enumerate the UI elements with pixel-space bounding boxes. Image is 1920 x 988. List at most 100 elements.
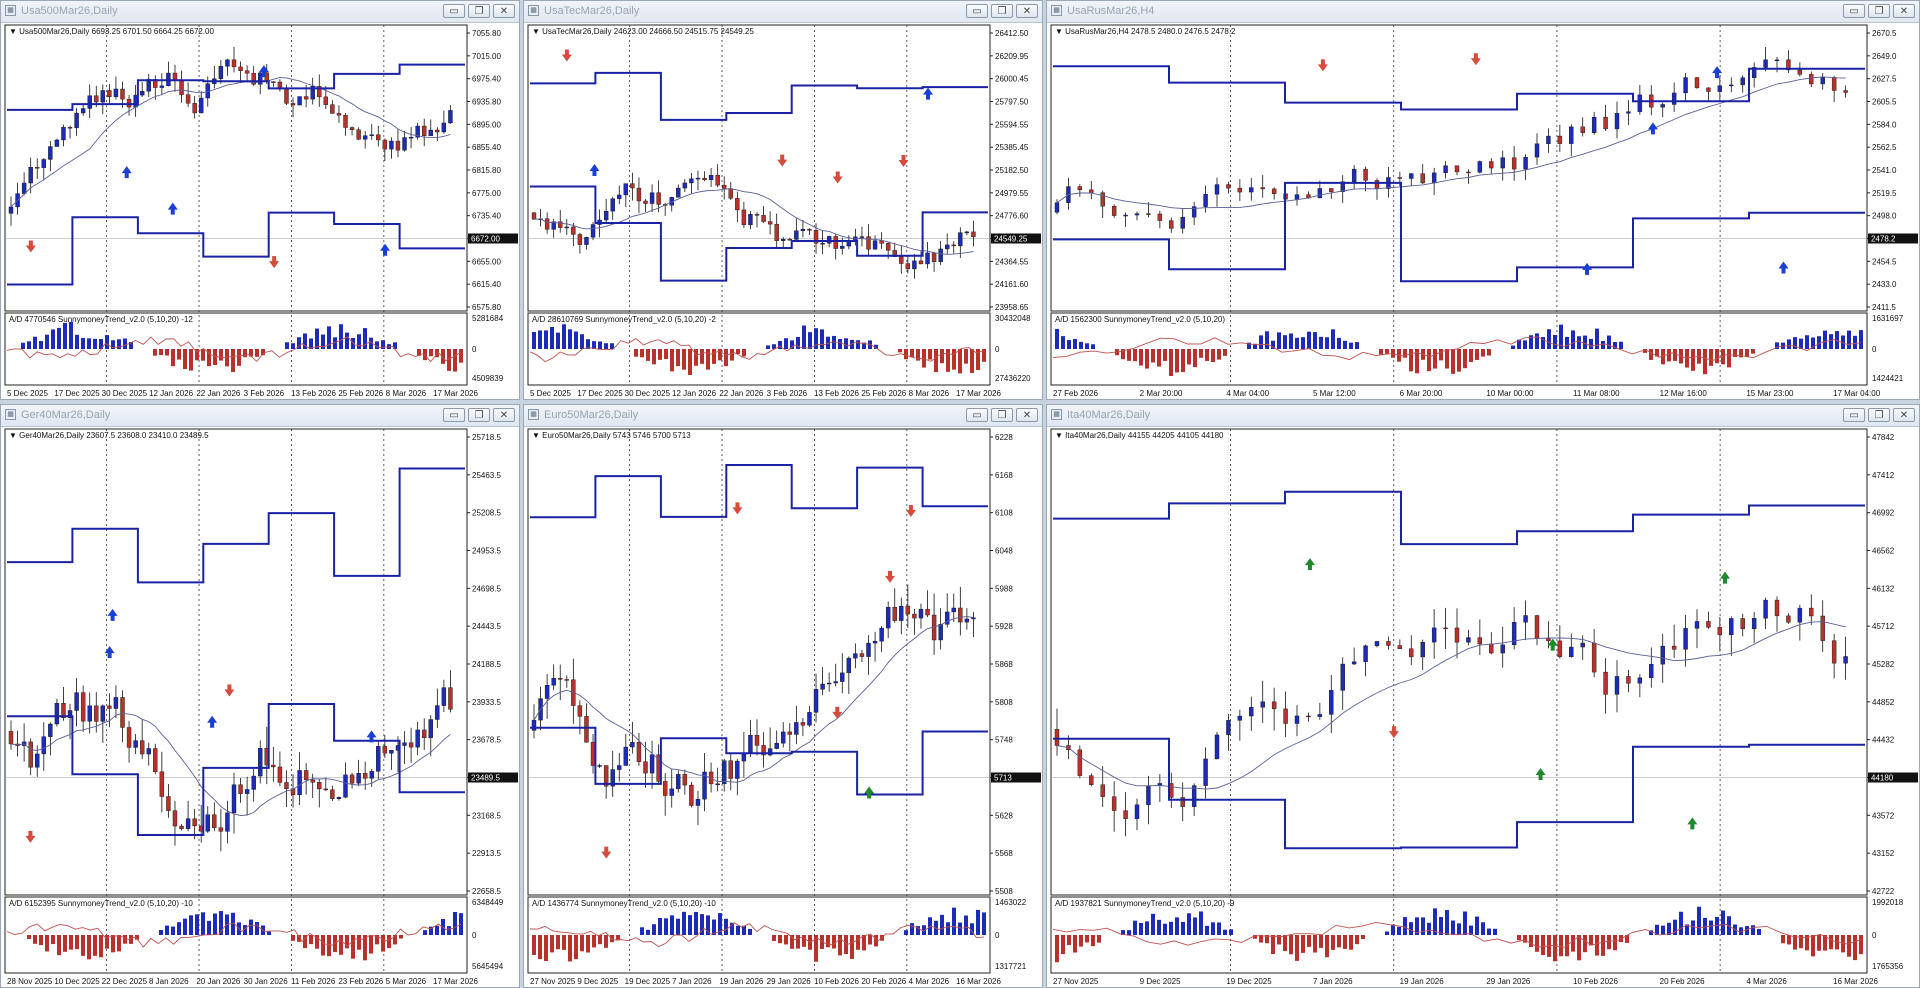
histogram-bar-down <box>688 349 692 376</box>
minimize-button[interactable]: ▭ <box>443 4 465 18</box>
histogram-bar-down <box>1799 935 1803 949</box>
histogram-bar-down <box>1517 935 1521 941</box>
chart-canvas[interactable]: 25718.5 25463.5 25208.5 24953.5 24698.5 24443… <box>1 427 519 987</box>
close-button[interactable]: ✕ <box>1893 408 1915 422</box>
window-titlebar[interactable]: ▦ Ger40Mar26,Daily ▭ ❐ ✕ <box>1 405 519 427</box>
candle-body <box>395 140 401 151</box>
indicator-label: 0 <box>1872 345 1877 354</box>
restore-button[interactable]: ❐ <box>991 408 1013 422</box>
chart-canvas[interactable]: 26412.50 26209.95 26000.45 25797.50 25594.55… <box>524 23 1042 399</box>
ad-line <box>6 922 462 948</box>
candle-body <box>748 735 753 754</box>
histogram-bar-up <box>1085 343 1089 349</box>
chart-window-ita40[interactable]: ▦ Ita40Mar26,Daily ▭ ❐ ✕ 47842 47412 46992 46… <box>1046 404 1920 988</box>
price-label: 44852 <box>1872 698 1895 707</box>
candle-body <box>1306 715 1311 718</box>
restore-button[interactable]: ❐ <box>1868 4 1890 18</box>
candle-body <box>67 126 73 129</box>
histogram-bar-down <box>255 349 259 357</box>
candle-body <box>1100 192 1105 207</box>
candle-body <box>67 710 73 718</box>
restore-button[interactable]: ❐ <box>1868 408 1890 422</box>
candle-body <box>1134 804 1140 819</box>
window-titlebar[interactable]: ▦ UsaRusMar26,H4 ▭ ❐ ✕ <box>1047 1 1919 23</box>
candle-body <box>1557 640 1563 657</box>
histogram-bar-up <box>1193 917 1197 935</box>
histogram-bar-up <box>213 913 217 935</box>
histogram-bar-down <box>1691 349 1695 371</box>
histogram-bar-down <box>838 935 842 956</box>
candle-body <box>179 80 184 95</box>
upper-channel-line <box>7 467 465 584</box>
candle-body <box>1157 213 1163 221</box>
chart-window-usatec[interactable]: ▦ UsaTecMar26,Daily ▭ ❐ ✕ 26412.50 26209.95… <box>523 0 1043 400</box>
candle-body <box>1226 184 1231 189</box>
candle-body <box>231 784 237 814</box>
close-button[interactable]: ✕ <box>493 408 515 422</box>
main-pane-border <box>1050 24 1868 312</box>
candle-body <box>630 183 635 189</box>
indicator-label: 6348449 <box>472 898 504 907</box>
window-titlebar[interactable]: ▦ UsaTecMar26,Daily ▭ ❐ ✕ <box>524 1 1042 23</box>
candle-body <box>1671 645 1677 650</box>
histogram-bar-up <box>99 339 103 349</box>
candle-body <box>1774 59 1780 61</box>
chart-canvas[interactable]: 6228 6168 6108 6048 5988 5928 5868 5808 5748 5713… <box>524 427 1042 987</box>
close-button[interactable]: ✕ <box>1016 4 1038 18</box>
candle-body <box>1740 618 1745 630</box>
histogram-bar-up <box>1589 338 1593 349</box>
window-titlebar[interactable]: ▦ Euro50Mar26,Daily ▭ ❐ ✕ <box>524 405 1042 427</box>
restore-button[interactable]: ❐ <box>468 408 490 422</box>
current-price-label: 23489.5 <box>471 774 500 783</box>
histogram-bar-up <box>1325 337 1329 349</box>
candle-body <box>1786 615 1791 623</box>
histogram-bar-down <box>1583 935 1587 953</box>
chart-window-usarus[interactable]: ▦ UsaRusMar26,H4 ▭ ❐ ✕ 2670.5 2649.0 2627.5 2… <box>1046 0 1920 400</box>
close-button[interactable]: ✕ <box>493 4 515 18</box>
price-label: 7015.00 <box>472 52 501 61</box>
candle-body <box>564 226 569 229</box>
minimize-button[interactable]: ▭ <box>1843 4 1865 18</box>
candle-body <box>54 139 60 147</box>
histogram-bar-up <box>111 340 115 349</box>
close-button[interactable]: ✕ <box>1016 408 1038 422</box>
candle-body <box>833 236 838 249</box>
histogram-bar-up <box>1757 928 1761 935</box>
candle-body <box>951 244 956 247</box>
histogram-bar-up <box>1295 337 1299 349</box>
chart-window-euro50[interactable]: ▦ Euro50Mar26,Daily ▭ ❐ ✕ 6228 6168 6108 6048… <box>523 404 1043 988</box>
window-titlebar[interactable]: ▦ Usa500Mar26,Daily ▭ ❐ ✕ <box>1 1 519 23</box>
candle-body <box>28 741 33 768</box>
candle-body <box>1523 156 1528 170</box>
moving-average-line <box>10 712 451 817</box>
chart-canvas[interactable]: 7055.80 7015.00 6975.40 6935.80 6895.00 6855.… <box>1 23 519 399</box>
chart-canvas[interactable]: 47842 47412 46992 46562 46132 45712 45282 44852… <box>1047 427 1919 987</box>
candle-body <box>1797 607 1803 623</box>
ohlc-header: ▼ UsaTecMar26,Daily 24623.00 24666.50 24… <box>532 27 754 36</box>
chart-window-usa500[interactable]: ▦ Usa500Mar26,Daily ▭ ❐ ✕ 7055.80 7015.00 69… <box>0 0 520 400</box>
restore-button[interactable]: ❐ <box>468 4 490 18</box>
chart-window-ger40[interactable]: ▦ Ger40Mar26,Daily ▭ ❐ ✕ 25718.5 25463.5 252… <box>0 404 520 988</box>
close-button[interactable]: ✕ <box>1893 4 1915 18</box>
histogram-bar-down <box>1289 935 1293 955</box>
histogram-bar-down <box>1673 349 1677 361</box>
minimize-button[interactable]: ▭ <box>966 408 988 422</box>
histogram-bar-up <box>1469 925 1473 935</box>
minimize-button[interactable]: ▭ <box>966 4 988 18</box>
price-label: 2498.0 <box>1872 212 1897 221</box>
minimize-button[interactable]: ▭ <box>443 408 465 422</box>
histogram-bar-down <box>213 349 217 365</box>
candle-body <box>846 657 852 674</box>
minimize-button[interactable]: ▭ <box>1843 408 1865 422</box>
histogram-bar-up <box>1289 333 1293 349</box>
window-titlebar[interactable]: ▦ Ita40Mar26,Daily ▭ ❐ ✕ <box>1047 405 1919 427</box>
histogram-bar-up <box>201 912 205 935</box>
chart-canvas[interactable]: 2670.5 2649.0 2627.5 2605.5 2584.0 2562.5 2541… <box>1047 23 1919 399</box>
candle-body <box>859 236 865 238</box>
restore-button[interactable]: ❐ <box>991 4 1013 18</box>
candle-body <box>336 797 342 799</box>
histogram-bar-down <box>958 349 962 374</box>
candle-body <box>1534 143 1540 158</box>
indicator-pane-border <box>1050 896 1868 974</box>
histogram-bar-down <box>1439 349 1443 361</box>
